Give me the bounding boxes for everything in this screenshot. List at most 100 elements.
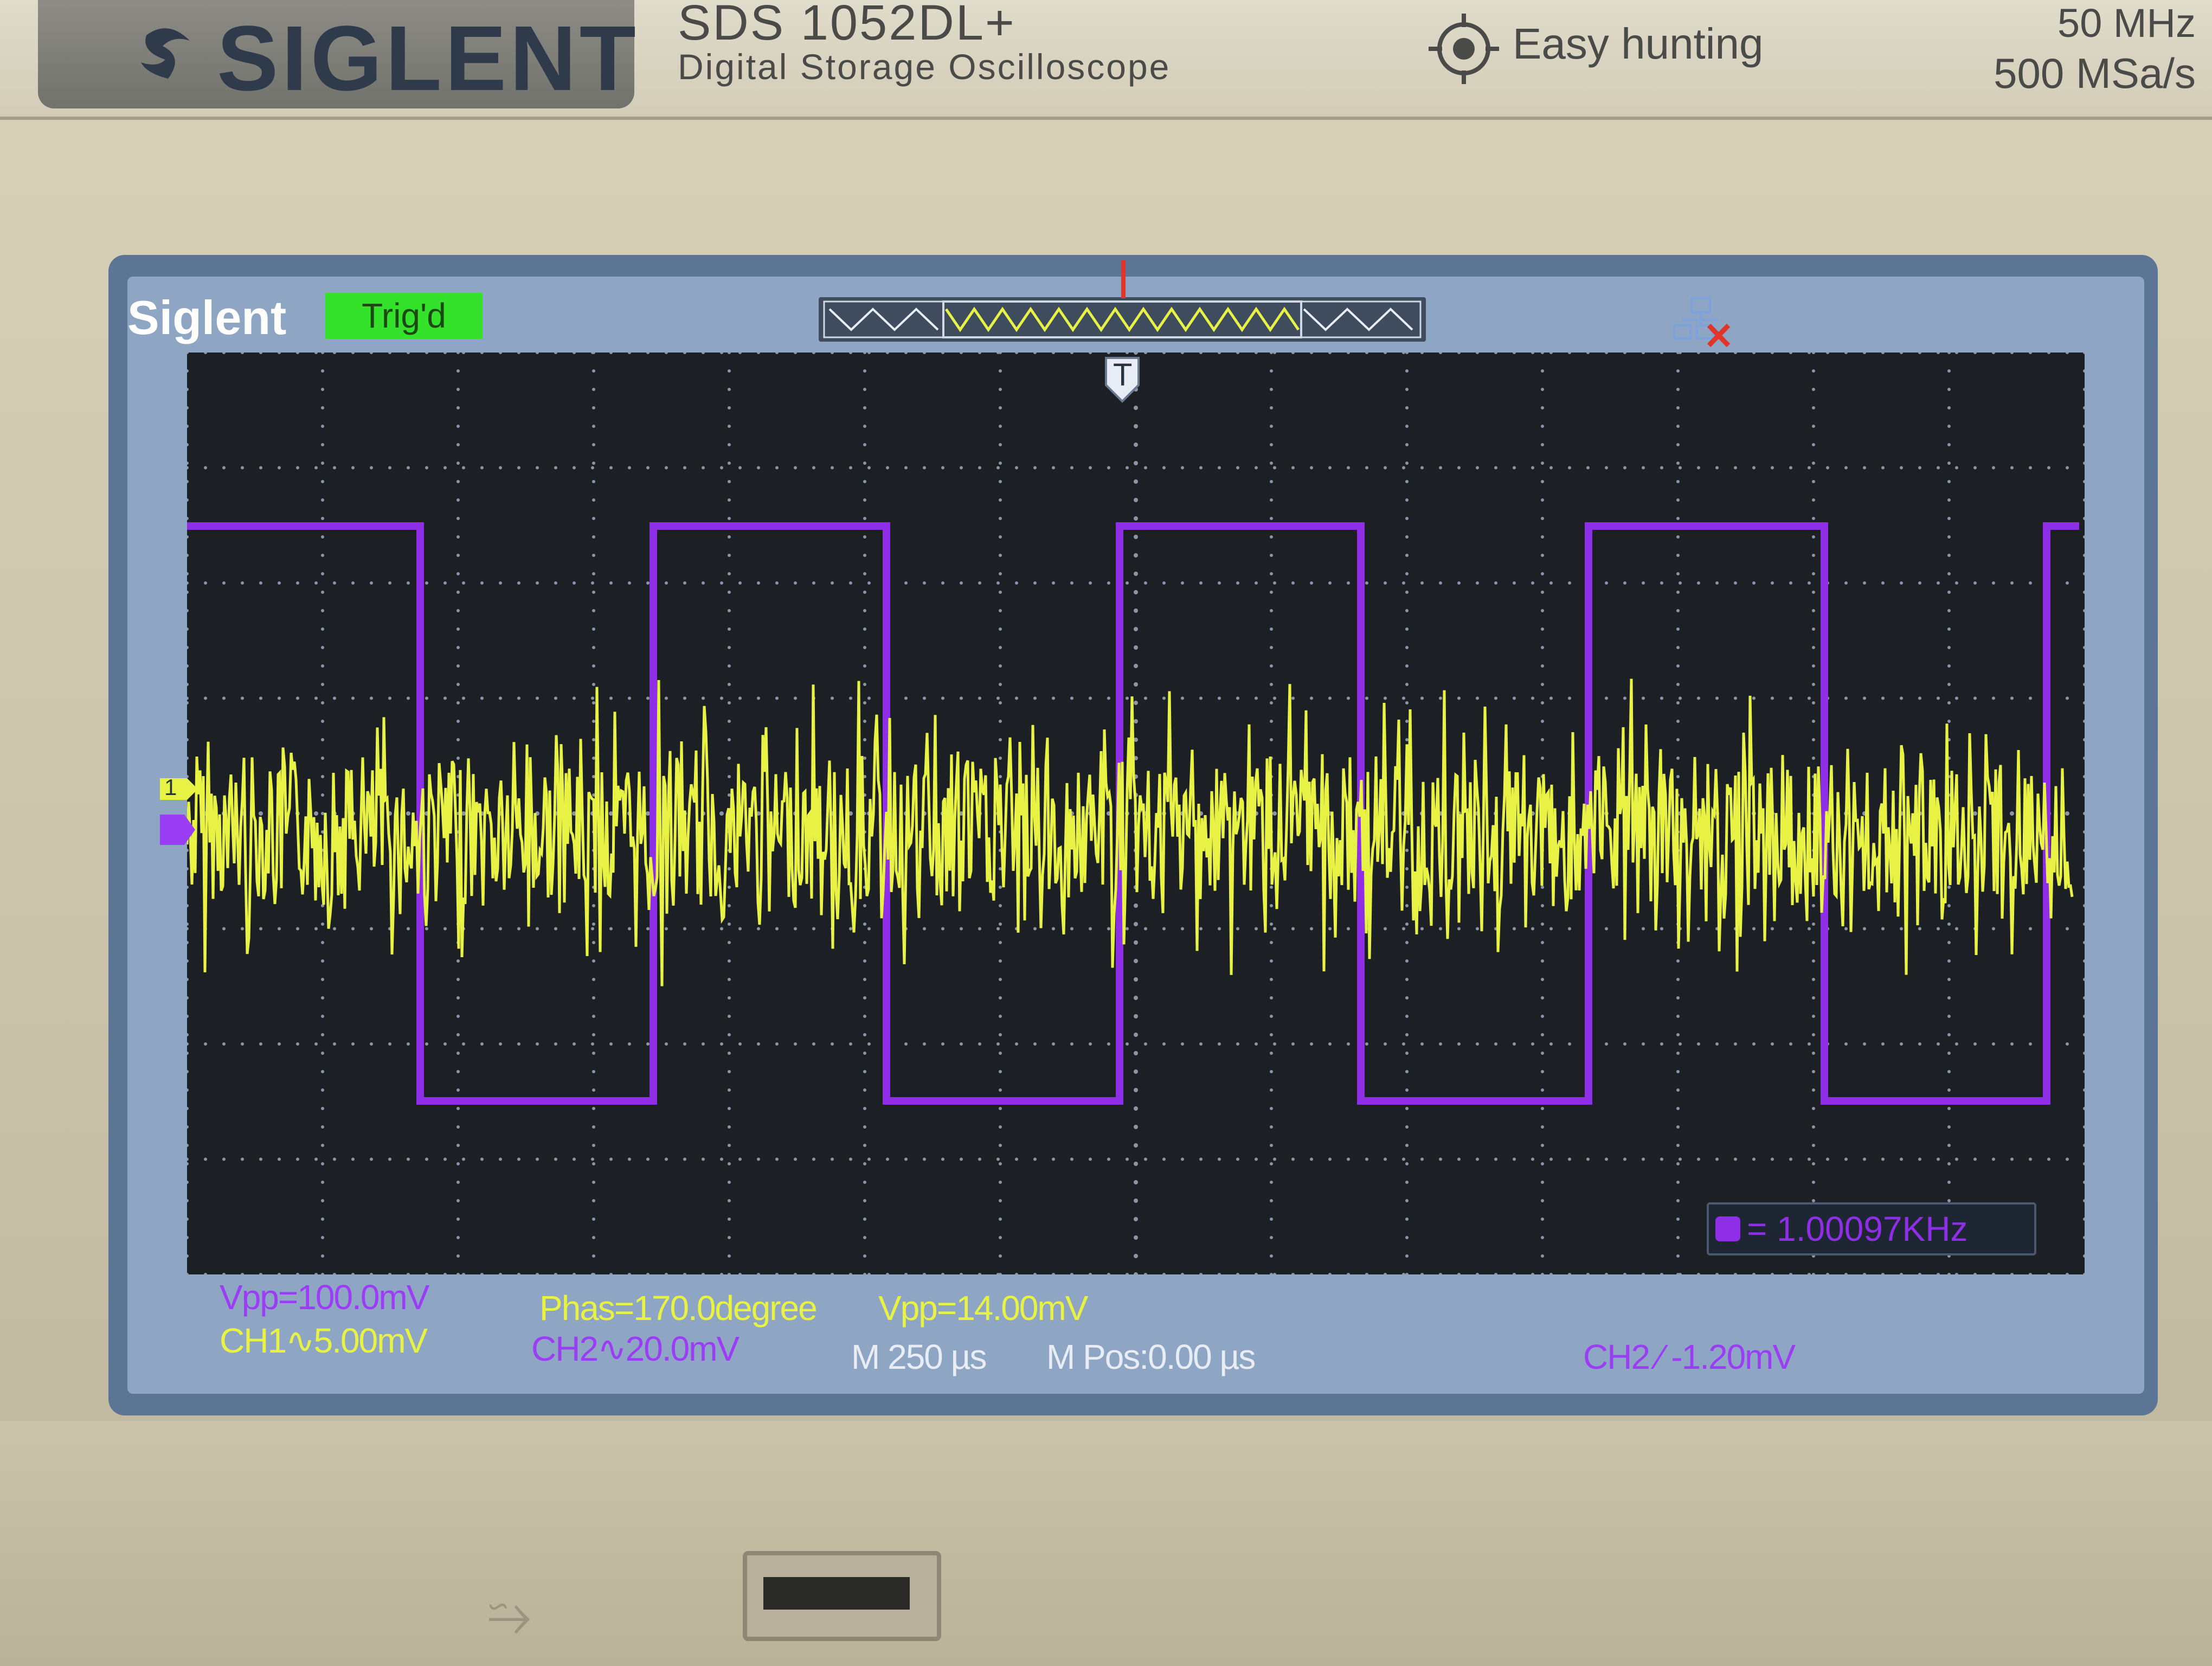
grid-dot: [278, 351, 281, 354]
grid-dot: [536, 581, 539, 585]
grid-dot: [849, 466, 852, 470]
grid-dot: [321, 425, 324, 428]
grid-dot: [1347, 927, 1350, 931]
grid-dot: [867, 1157, 871, 1161]
grid-dot: [702, 696, 705, 700]
grid-dot: [1900, 927, 1903, 931]
grid-dot: [999, 462, 1002, 465]
grid-dot: [1947, 572, 1951, 575]
grid-dot: [1236, 351, 1239, 354]
grid-dot: [904, 696, 908, 700]
grid-dot: [1384, 1157, 1387, 1161]
grid-dot: [456, 1254, 460, 1258]
grid-dot: [1291, 1042, 1295, 1046]
grid-dot: [1623, 466, 1626, 470]
grid-dot: [370, 1157, 373, 1161]
grid-dot: [425, 466, 428, 470]
grid-dot: [1812, 591, 1815, 594]
grid-dot: [867, 1042, 871, 1046]
grid-dot: [1439, 1042, 1442, 1046]
grid-dot: [2083, 996, 2086, 999]
grid-dot: [999, 591, 1002, 594]
grid-dot: [1541, 572, 1544, 575]
grid-dot: [728, 1033, 731, 1036]
grid-dot: [757, 1157, 760, 1161]
grid-dot: [2083, 1015, 2086, 1018]
grid-dot: [1134, 701, 1138, 705]
grid-dot: [863, 535, 866, 539]
grid-dot: [1676, 425, 1680, 428]
grid-dot: [863, 554, 866, 557]
grid-dot: [728, 425, 731, 428]
grid-dot: [185, 369, 189, 373]
grid-dot: [2083, 849, 2086, 852]
grid-dot: [999, 498, 1002, 502]
grid-dot: [185, 498, 189, 502]
grid-dot: [886, 1157, 889, 1161]
grid-dot: [1052, 466, 1055, 470]
grid-dot: [592, 388, 595, 391]
grid-dot: [996, 466, 1000, 470]
grid-dot: [480, 1042, 484, 1046]
grid-dot: [1676, 1162, 1680, 1165]
grid-dot: [1476, 351, 1479, 354]
grid-dot: [321, 904, 324, 907]
grid-dot: [1270, 1144, 1273, 1147]
grid-dot: [1402, 927, 1405, 931]
grid-dot: [1126, 581, 1129, 585]
grid-dot: [572, 811, 576, 816]
grid-dot: [1218, 1042, 1221, 1046]
grid-dot: [321, 757, 324, 760]
grid-dot: [1541, 517, 1544, 520]
grid-dot: [592, 535, 595, 539]
grid-dot: [1494, 1042, 1497, 1046]
grid-dot: [592, 1070, 595, 1073]
grid-dot: [863, 1033, 866, 1036]
position-readout: M Pos:0.00 µs: [1046, 1337, 1256, 1376]
grid-dot: [999, 775, 1002, 778]
grid-dot: [999, 425, 1002, 428]
grid-dot: [1405, 1236, 1409, 1239]
usb-port[interactable]: [743, 1551, 941, 1641]
grid-dot: [999, 922, 1002, 926]
grid-dot: [1947, 554, 1951, 557]
bandwidth-label: 50 MHz: [2057, 1, 2196, 46]
grid-dot: [456, 462, 460, 465]
grid-dot: [241, 1042, 244, 1046]
grid-dot: [1808, 581, 1811, 585]
grid-dot: [1270, 1218, 1273, 1221]
grid-dot: [1541, 554, 1544, 557]
grid-dot: [1947, 978, 1951, 981]
grid-dot: [1457, 1042, 1461, 1046]
grid-dot: [1752, 466, 1756, 470]
grid-dot: [757, 581, 760, 585]
grid-dot: [321, 996, 324, 999]
grid-dot: [1541, 591, 1544, 594]
grid-dot: [1541, 462, 1544, 465]
memory-waveform-preview: [823, 300, 1422, 338]
grid-dot: [702, 927, 705, 931]
grid-dot: [1328, 466, 1332, 470]
grid-dot: [592, 1199, 595, 1202]
grid-dot: [1089, 466, 1092, 470]
grid-dot: [456, 591, 460, 594]
grid-dot: [1947, 609, 1951, 612]
grid-dot: [999, 1107, 1002, 1110]
grid-dot: [728, 922, 731, 926]
grid-dot: [863, 517, 866, 520]
grid-dot: [1457, 466, 1461, 470]
grid-dot: [1531, 927, 1534, 931]
grid-dot: [592, 646, 595, 649]
grid-dot: [728, 996, 731, 999]
grid-dot: [1494, 351, 1497, 354]
grid-dot: [425, 696, 428, 700]
grid-dot: [1236, 927, 1239, 931]
grid-dot: [1070, 581, 1073, 585]
grid-dot: [683, 351, 686, 354]
grid-dot: [592, 720, 595, 723]
grid-dot: [1812, 498, 1815, 502]
grid-dot: [999, 627, 1002, 631]
grid-dot: [728, 1015, 731, 1018]
grid-dot: [1144, 1157, 1147, 1161]
grid-dot: [646, 351, 650, 354]
